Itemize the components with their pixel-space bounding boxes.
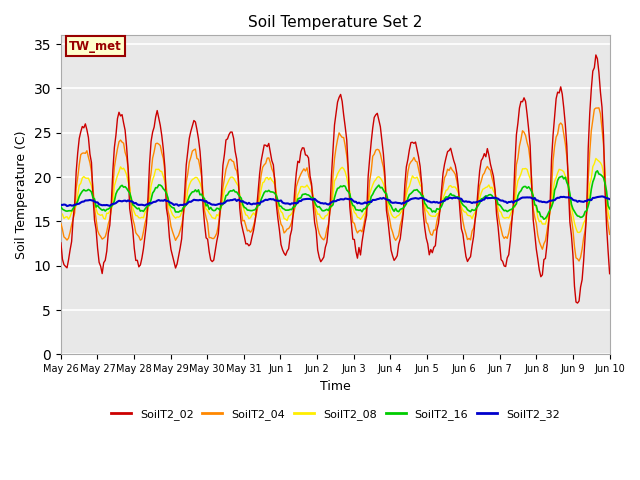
SoilT2_04 (577, 254, 584, 260)
SoilT2_08 (239, 203, 246, 209)
SoilT2_04 (221, 176, 228, 181)
SoilT2_08 (297, 184, 305, 190)
SoilT2_02 (573, 300, 581, 306)
SoilT2_16 (239, 202, 246, 207)
Legend: SoilT2_02, SoilT2_04, SoilT2_08, SoilT2_16, SoilT2_32: SoilT2_02, SoilT2_04, SoilT2_08, SoilT2_… (106, 405, 564, 424)
SoilT2_04 (248, 228, 256, 233)
SoilT2_32 (126, 198, 134, 204)
Line: SoilT2_16: SoilT2_16 (61, 171, 610, 219)
SoilT2_04 (606, 231, 614, 237)
SoilT2_16 (297, 195, 305, 201)
SoilT2_02 (592, 52, 600, 58)
SoilT2_08 (221, 188, 228, 193)
SoilT2_02 (221, 151, 228, 157)
SoilT2_08 (577, 229, 584, 235)
SoilT2_32 (222, 199, 230, 204)
SoilT2_16 (540, 216, 548, 222)
SoilT2_32 (598, 193, 606, 199)
SoilT2_02 (248, 234, 256, 240)
SoilT2_04 (595, 105, 603, 111)
SoilT2_08 (248, 212, 256, 218)
SoilT2_32 (577, 199, 584, 204)
SoilT2_08 (124, 179, 132, 185)
SoilT2_16 (577, 215, 584, 220)
X-axis label: Time: Time (320, 380, 351, 393)
SoilT2_02 (124, 166, 132, 172)
SoilT2_08 (575, 229, 583, 235)
Line: SoilT2_04: SoilT2_04 (61, 108, 610, 261)
SoilT2_32 (250, 201, 257, 206)
SoilT2_16 (248, 208, 256, 214)
SoilT2_02 (239, 227, 246, 233)
SoilT2_32 (606, 196, 614, 202)
SoilT2_08 (57, 210, 65, 216)
SoilT2_32 (57, 202, 65, 208)
SoilT2_04 (297, 171, 305, 177)
Line: SoilT2_08: SoilT2_08 (61, 158, 610, 232)
SoilT2_08 (606, 216, 614, 221)
Line: SoilT2_02: SoilT2_02 (61, 55, 610, 303)
Text: TW_met: TW_met (69, 40, 122, 53)
SoilT2_16 (606, 206, 614, 212)
SoilT2_16 (57, 204, 65, 210)
SoilT2_02 (606, 271, 614, 276)
SoilT2_04 (239, 218, 246, 224)
SoilT2_04 (575, 258, 583, 264)
SoilT2_02 (57, 240, 65, 246)
SoilT2_02 (577, 284, 584, 290)
SoilT2_16 (593, 168, 601, 174)
SoilT2_04 (57, 220, 65, 226)
Line: SoilT2_32: SoilT2_32 (61, 196, 610, 206)
SoilT2_32 (63, 203, 71, 209)
SoilT2_32 (241, 200, 248, 205)
SoilT2_04 (124, 166, 132, 172)
SoilT2_02 (297, 149, 305, 155)
Y-axis label: Soil Temperature (C): Soil Temperature (C) (15, 131, 28, 259)
SoilT2_32 (299, 197, 307, 203)
SoilT2_08 (592, 156, 600, 161)
SoilT2_16 (221, 198, 228, 204)
SoilT2_16 (124, 188, 132, 194)
Title: Soil Temperature Set 2: Soil Temperature Set 2 (248, 15, 422, 30)
